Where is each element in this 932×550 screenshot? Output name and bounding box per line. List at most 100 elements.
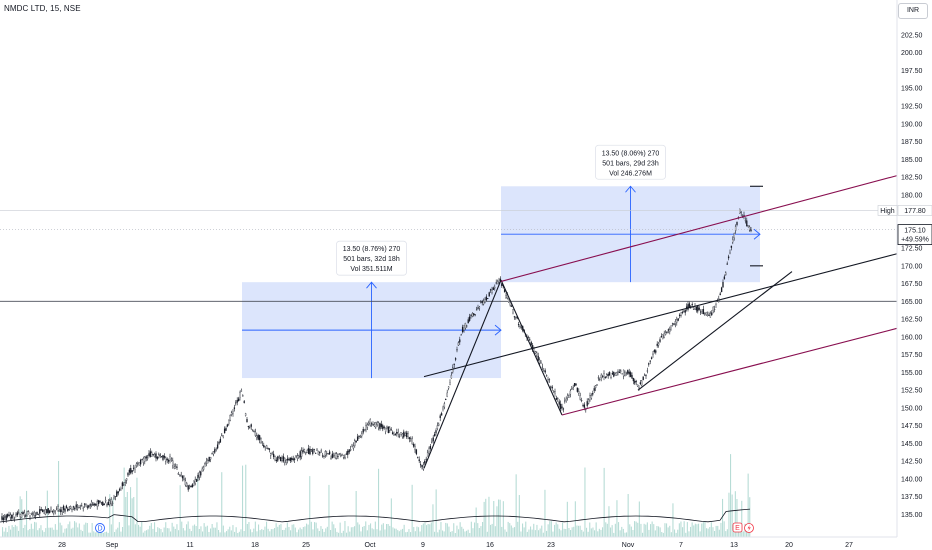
volume-bar [3, 531, 5, 537]
candle-body [181, 475, 184, 479]
candle-body [383, 426, 385, 428]
candle-body [687, 304, 689, 310]
candle-body [615, 372, 618, 376]
volume-bar [461, 526, 463, 537]
candle-body [401, 433, 404, 438]
candle-body [491, 289, 493, 293]
volume-bar [30, 523, 32, 537]
candle-body [20, 512, 23, 518]
time-tick-label: 27 [845, 542, 853, 549]
volume-bar [174, 528, 176, 537]
volume-bar [67, 524, 69, 537]
candle-body [285, 459, 287, 463]
candle-body [631, 375, 633, 379]
candle-body [244, 413, 247, 416]
candle-body [564, 400, 566, 402]
volume-bar [645, 524, 647, 537]
volume-bar [418, 527, 420, 537]
candle-body [667, 329, 670, 331]
volume-bar [555, 522, 557, 537]
volume-bar [115, 529, 117, 537]
candle-body [620, 370, 622, 372]
volume-bar [696, 524, 698, 537]
candle-body [744, 220, 747, 222]
candle-body [641, 380, 643, 386]
candle-body [678, 314, 681, 316]
volume-bar [749, 497, 751, 537]
candle-body [137, 463, 139, 465]
volume-bar [205, 526, 207, 537]
volume-bar [507, 521, 509, 537]
candle-body [313, 448, 315, 450]
volume-bar [117, 527, 119, 537]
candle-body [117, 491, 119, 494]
candle-body [677, 318, 679, 321]
volume-bar [142, 532, 144, 537]
volume-bar [600, 529, 602, 537]
candle-body [730, 245, 733, 248]
candle-body [663, 333, 665, 338]
candle-body [734, 226, 737, 231]
volume-bar [680, 521, 682, 537]
earnings-event-icon[interactable] [732, 522, 743, 533]
candle-body [529, 339, 531, 341]
candle-body [750, 229, 752, 232]
candle-body [705, 312, 707, 315]
volume-bar [293, 524, 295, 537]
candle-body [568, 395, 570, 398]
volume-bar [333, 524, 335, 537]
candle-body [167, 460, 170, 462]
volume-bar [274, 528, 276, 537]
volume-bar [646, 522, 648, 537]
volume-bar [229, 526, 231, 537]
candle-body [186, 482, 188, 487]
volume-bar [50, 527, 52, 537]
time-tick-label: 13 [730, 542, 738, 549]
candle-body [477, 307, 479, 309]
volume-bar [666, 523, 668, 537]
volume-bar [728, 492, 730, 537]
candle-body [286, 458, 289, 461]
volume-bar [699, 531, 701, 537]
candle-body [246, 419, 248, 423]
volume-bar [357, 522, 359, 537]
volume-bar [256, 531, 258, 537]
candle-body [489, 289, 492, 291]
volume-bar [136, 477, 138, 537]
candle-body [30, 513, 33, 515]
candle-body [712, 306, 714, 311]
dividend-event-icon[interactable] [95, 523, 105, 533]
candle-body [9, 514, 12, 518]
candle-body [732, 239, 734, 243]
volume-bar [77, 527, 79, 537]
volume-bar [504, 529, 506, 537]
volume-bar [294, 527, 296, 537]
volume-bar [475, 507, 477, 537]
candle-body [155, 453, 157, 459]
volume-bar [731, 494, 733, 537]
volume-bar [42, 530, 44, 537]
price-tick-label: 167.50 [901, 281, 923, 288]
volume-bar [350, 527, 352, 537]
volume-bar [208, 532, 210, 537]
volume-bar [32, 528, 34, 537]
volume-bar [675, 532, 677, 537]
candle-body [478, 306, 481, 309]
volume-bar [437, 532, 439, 537]
volume-bar [450, 531, 452, 537]
volume-bar [642, 532, 644, 537]
volume-bar [403, 524, 405, 537]
candle-body [317, 450, 320, 455]
volume-bar [107, 532, 109, 537]
candle-body [298, 455, 300, 458]
horizontal-lines-layer [0, 210, 897, 302]
volume-bar [581, 529, 583, 537]
candle-body [727, 256, 730, 259]
volume-bar [558, 528, 560, 537]
candle-body [372, 424, 374, 426]
currency-button[interactable]: INR [898, 3, 928, 19]
candle-body [622, 369, 625, 377]
volume-bar [43, 531, 45, 537]
volume-bar [389, 525, 391, 537]
